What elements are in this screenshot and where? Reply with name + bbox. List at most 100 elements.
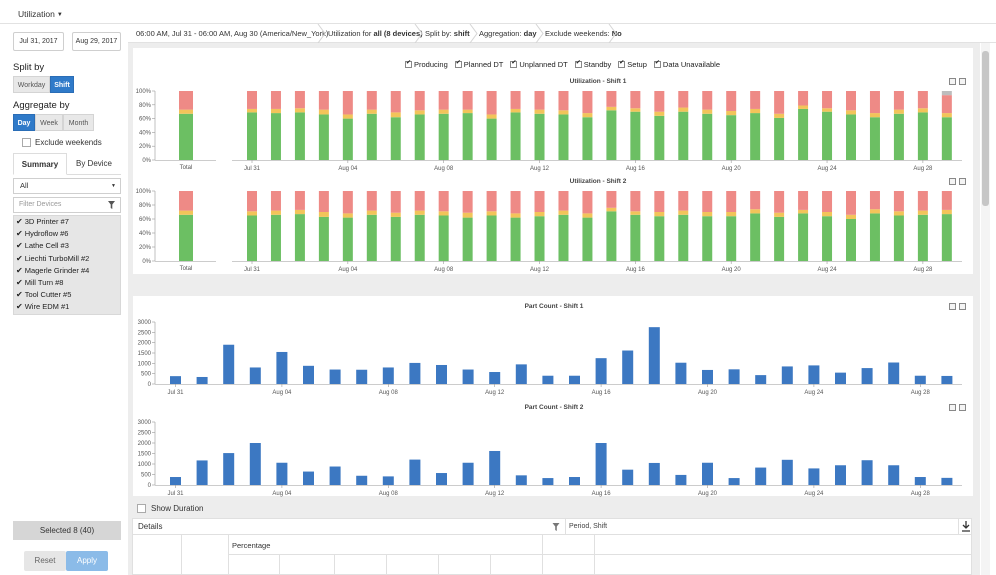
legend-checkbox[interactable]	[510, 59, 518, 68]
exclude-value: No	[611, 29, 622, 38]
funnel-icon[interactable]	[108, 201, 115, 209]
funnel-icon[interactable]	[552, 523, 560, 531]
show-duration-checkbox[interactable]	[137, 504, 146, 514]
device-label: Hydroflow #6	[24, 229, 69, 239]
reset-button[interactable]: Reset	[24, 551, 66, 571]
legend-label: Planned DT	[463, 60, 504, 69]
legend-checkbox[interactable]	[574, 59, 582, 68]
device-list-item[interactable]: ✔ 3D Printer #7	[14, 216, 120, 228]
tab-by-device[interactable]: By Device	[75, 159, 112, 168]
details-header: Details Period, Shift	[132, 518, 972, 535]
legend-item[interactable]: Producing	[405, 59, 448, 69]
aggregate-week-button[interactable]: Week	[35, 114, 63, 131]
device-group-select-value: All	[20, 181, 29, 190]
legend-item[interactable]: Standby	[574, 59, 612, 69]
legend-label: Standby	[583, 60, 612, 69]
device-group-select[interactable]: All ▼	[13, 178, 121, 194]
checkmark-icon: ✔	[16, 253, 23, 263]
device-list-item[interactable]: ✔ Wire EDM #1	[14, 301, 120, 313]
apply-button[interactable]: Apply	[66, 551, 108, 571]
legend-checkbox[interactable]	[454, 59, 462, 68]
legend-item[interactable]: Planned DT	[454, 59, 504, 69]
main-content: Producing Planned DT Unplanned DT Standby Se…	[128, 43, 980, 575]
top-bar: Utilization ▼	[0, 0, 996, 24]
chevron-right-icon	[317, 24, 326, 43]
export-data-icon[interactable]	[949, 178, 956, 185]
legend-checkbox[interactable]	[653, 59, 661, 68]
chevron-right-icon	[414, 24, 423, 43]
utilization-menu-label: Utilization	[18, 9, 55, 19]
export-data-icon[interactable]	[949, 404, 956, 411]
export-image-icon[interactable]	[959, 78, 966, 85]
show-duration-label: Show Duration	[151, 504, 204, 513]
tab-summary[interactable]: Summary	[13, 153, 67, 175]
device-label: Magerle Grinder #4	[24, 265, 90, 275]
export-image-icon[interactable]	[959, 178, 966, 185]
device-list-item[interactable]: ✔ Liechti TurboMill #2	[14, 253, 120, 265]
aggregation-prefix: Aggregation:	[479, 29, 522, 38]
show-duration-row: Show Duration	[137, 504, 204, 514]
split-workday-button[interactable]: Workday	[13, 76, 50, 93]
crumb-split[interactable]: Split by: shift	[417, 24, 470, 43]
split-value: shift	[453, 29, 470, 38]
device-list-item[interactable]: ✔ Tool Cutter #5	[14, 289, 120, 301]
crumb-aggregation[interactable]: Aggregation: day	[471, 24, 537, 43]
exclude-weekends-checkbox[interactable]	[22, 138, 31, 148]
scroll-thumb[interactable]	[982, 51, 989, 206]
aggregate-by-label: Aggregate by	[13, 100, 70, 111]
date-to-input[interactable]: Aug 29, 2017	[72, 32, 121, 51]
chart-export-icons	[949, 178, 969, 186]
chart-export-icons	[949, 303, 969, 311]
aggregate-month-button[interactable]: Month	[63, 114, 94, 131]
aggregation-value: day	[523, 29, 537, 38]
device-label: 3D Printer #7	[24, 217, 69, 226]
export-data-icon[interactable]	[949, 78, 956, 85]
filter-devices-input[interactable]: Filter Devices	[13, 197, 121, 213]
legend-label: Setup	[627, 60, 647, 69]
legend-item[interactable]: Unplanned DT	[510, 59, 568, 69]
device-list-item[interactable]: ✔ Lathe Cell #3	[14, 240, 120, 252]
legend-item[interactable]: Setup	[618, 59, 647, 69]
period-field[interactable]: Period, Shift	[565, 519, 959, 534]
main-scrollbar[interactable]	[981, 43, 990, 575]
utilization-value: all (8 devices)	[373, 29, 423, 38]
export-image-icon[interactable]	[959, 404, 966, 411]
exclude-prefix: Exclude weekends:	[545, 29, 610, 38]
device-list-item[interactable]: ✔ Hydroflow #6	[14, 228, 120, 240]
legend-checkbox[interactable]	[618, 59, 626, 68]
caret-down-icon: ▼	[56, 12, 63, 18]
chart-export-icons	[949, 404, 969, 412]
download-icon[interactable]	[961, 520, 971, 532]
crumb-utilization[interactable]: Utilization for all (8 devices)	[320, 24, 423, 43]
legend-label: Unplanned DT	[519, 60, 568, 69]
checkmark-icon: ✔	[16, 302, 23, 312]
legend-item[interactable]: Data Unavailable	[653, 59, 720, 69]
split-shift-button[interactable]: Shift	[50, 76, 74, 93]
filter-devices-placeholder: Filter Devices	[19, 201, 62, 208]
device-list-item[interactable]: ✔ Magerle Grinder #4	[14, 265, 120, 277]
utilization-menu[interactable]: Utilization ▼	[18, 9, 63, 19]
export-image-icon[interactable]	[959, 303, 966, 310]
selected-count: Selected 8 (40)	[13, 521, 121, 540]
split-by-group: Workday Shift	[13, 76, 74, 93]
filter-breadcrumb: 06:00 AM, Jul 31 - 06:00 AM, Aug 30 (Ame…	[128, 24, 996, 43]
aggregate-day-button[interactable]: Day	[13, 114, 35, 131]
crumb-time-range[interactable]: 06:00 AM, Jul 31 - 06:00 AM, Aug 30 (Ame…	[128, 24, 328, 43]
exclude-weekends-label: Exclude weekends	[35, 138, 102, 147]
date-from-input[interactable]: Jul 31, 2017	[13, 32, 64, 51]
export-data-icon[interactable]	[949, 303, 956, 310]
chevron-right-icon	[608, 24, 617, 43]
time-range-text: 06:00 AM, Jul 31 - 06:00 AM, Aug 30	[136, 29, 258, 38]
checkmark-icon: ✔	[16, 277, 23, 287]
device-list: ✔ 3D Printer #7 ✔ Hydroflow #6 ✔ Lathe Cell #…	[13, 215, 121, 315]
device-label: Lathe Cell #3	[24, 241, 69, 251]
device-label: Tool Cutter #5	[24, 290, 72, 300]
timezone-text: (America/New_York)	[259, 29, 329, 38]
legend-checkbox[interactable]	[405, 59, 412, 68]
checkmark-icon: ✔	[16, 217, 23, 226]
crumb-exclude-weekends[interactable]: Exclude weekends: No	[537, 24, 622, 43]
sidebar-tabs: Summary By Device	[13, 153, 121, 175]
device-list-item[interactable]: ✔ Mill Turn #8	[14, 277, 120, 289]
legend-label: Producing	[414, 60, 448, 69]
exclude-weekends-row: Exclude weekends	[22, 138, 102, 148]
